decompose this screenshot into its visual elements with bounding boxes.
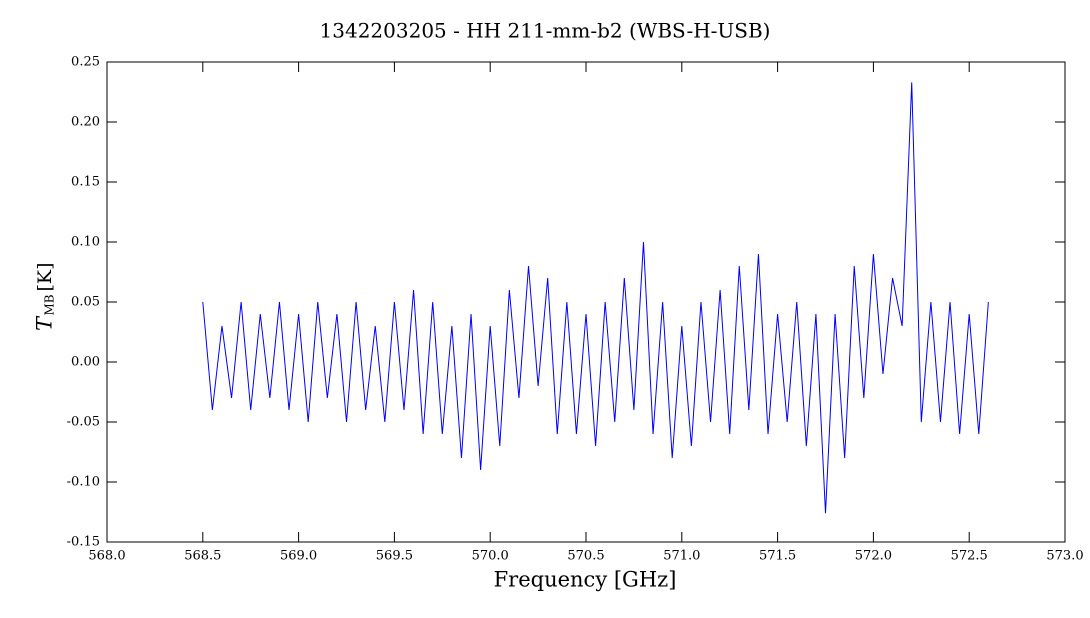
y-tick-label: -0.05	[67, 415, 100, 430]
x-tick-label: 571.5	[759, 549, 796, 564]
y-label-main: T	[33, 315, 57, 331]
x-tick-label: 568.5	[184, 549, 221, 564]
chart-title: 1342203205 - HH 211-mm-b2 (WBS-H-USB)	[320, 19, 771, 43]
y-tick-label: 0.05	[71, 295, 100, 310]
y-tick-label: 0.10	[71, 235, 100, 250]
y-tick-label: 0.25	[71, 55, 100, 70]
x-tick-label: 572.0	[855, 549, 892, 564]
x-axis-label: Frequency [GHz]	[494, 568, 677, 592]
y-tick-label: 0.20	[71, 115, 100, 130]
y-tick-label: 0.00	[71, 355, 100, 370]
spectrum-line	[202, 82, 989, 514]
y-label-sub: MB	[43, 294, 57, 315]
x-tick-label: 573.0	[1046, 549, 1083, 564]
y-label-unit: [K]	[34, 262, 56, 291]
x-tick-label: 569.0	[280, 549, 317, 564]
y-tick-label: -0.15	[67, 535, 100, 550]
x-tick-label: 570.5	[567, 549, 604, 564]
x-tick-label: 571.0	[663, 549, 700, 564]
y-tick-label: -0.10	[67, 475, 100, 490]
x-tick-label: 568.0	[88, 549, 125, 564]
plot-frame	[106, 61, 1066, 543]
y-tick-label: 0.15	[71, 175, 100, 190]
x-tick-label: 572.5	[951, 549, 988, 564]
y-axis-label: T MB [K]	[33, 262, 57, 331]
x-tick-label: 569.5	[376, 549, 413, 564]
x-tick-label: 570.0	[472, 549, 509, 564]
